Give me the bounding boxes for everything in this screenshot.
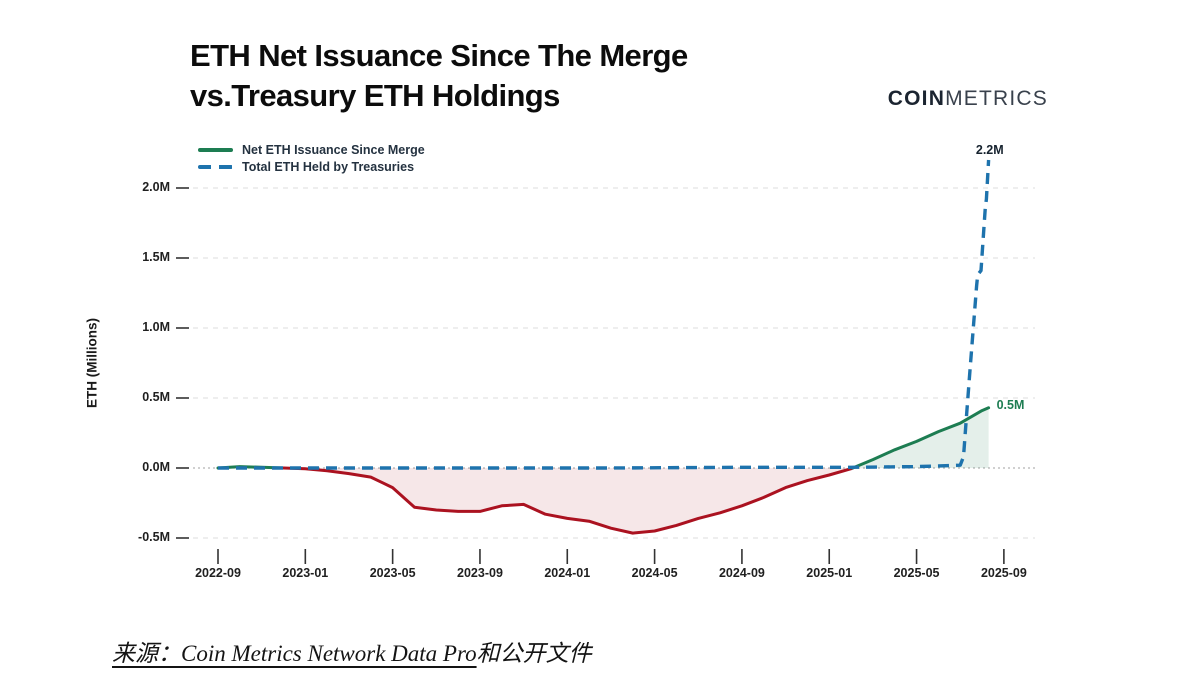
negative-issuance-area (218, 468, 989, 534)
x-axis-label: 2022-09 (195, 566, 241, 580)
y-axis-label: 1.5M (142, 250, 170, 264)
x-axis-label: 2023-01 (282, 566, 329, 580)
coinmetrics-logo: COINMETRICS (888, 87, 1048, 111)
x-axis-label: 2023-09 (457, 566, 503, 580)
legend-item-net-issuance: Net ETH Issuance Since Merge (198, 141, 425, 158)
chart-plot (176, 159, 1035, 564)
solid-line-swatch-icon (198, 147, 233, 152)
source-link-text: 来源：Coin Metrics Network Data Pro (112, 641, 477, 666)
value-annotation: 0.5M (996, 398, 1025, 413)
source-rest-text: 和公开文件 (476, 641, 592, 666)
y-axis-label: 0.0M (142, 460, 170, 474)
net-issuance-line-positive (851, 406, 991, 470)
x-axis-label: 2024-09 (718, 566, 765, 580)
chart-legend: Net ETH Issuance Since Merge Total ETH He… (198, 141, 425, 175)
logo-text-light: METRICS (945, 87, 1048, 110)
legend-label: Total ETH Held by Treasuries (242, 159, 415, 174)
treasury-holdings-line (218, 159, 991, 470)
x-axis-label: 2025-05 (893, 566, 940, 580)
logo-text-bold: COIN (887, 87, 946, 110)
chart-title: ETH Net Issuance Since The Merge vs.Trea… (190, 36, 830, 116)
positive-issuance-area (218, 407, 989, 468)
y-axis-label: 1.0M (142, 320, 170, 334)
dashed-line-swatch-icon (198, 164, 233, 169)
x-axis-label: 2025-01 (806, 566, 853, 580)
y-axis-label: 2.0M (142, 180, 170, 194)
x-axis-label: 2025-09 (980, 566, 1027, 580)
value-annotation: 2.2M (975, 143, 1004, 157)
x-axis-label: 2023-05 (369, 566, 416, 580)
y-axis-label: -0.5M (138, 530, 170, 544)
net-issuance-line-negative (282, 466, 855, 535)
chart-title-line2: vs.Treasury ETH Holdings (190, 78, 560, 113)
source-note: 来源：Coin Metrics Network Data Pro和公开文件 (112, 634, 592, 668)
x-axis-label: 2024-05 (631, 566, 678, 580)
y-axis-label: 0.5M (142, 390, 170, 404)
legend-label: Net ETH Issuance Since Merge (242, 142, 425, 157)
legend-item-treasury: Total ETH Held by Treasuries (198, 158, 425, 175)
chart-title-line1: ETH Net Issuance Since The Merge (190, 38, 688, 73)
x-axis-label: 2024-01 (544, 566, 591, 580)
